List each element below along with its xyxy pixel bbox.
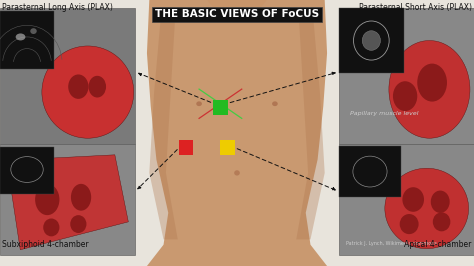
- Text: Parasternal Short Axis (PLAX): Parasternal Short Axis (PLAX): [359, 3, 472, 12]
- Ellipse shape: [42, 46, 134, 138]
- Bar: [339, 8, 474, 144]
- Ellipse shape: [402, 187, 424, 212]
- Bar: [220, 140, 235, 155]
- Bar: [0, 8, 135, 144]
- Ellipse shape: [272, 101, 278, 106]
- Text: Papillary muscle level: Papillary muscle level: [350, 111, 418, 116]
- Ellipse shape: [43, 218, 59, 236]
- Ellipse shape: [234, 170, 240, 176]
- Ellipse shape: [385, 168, 469, 249]
- Ellipse shape: [417, 64, 447, 102]
- Bar: [0, 144, 135, 255]
- Ellipse shape: [433, 212, 450, 231]
- Polygon shape: [296, 13, 325, 239]
- Ellipse shape: [431, 190, 450, 213]
- Ellipse shape: [400, 214, 419, 234]
- Bar: [0, 147, 54, 194]
- Ellipse shape: [16, 34, 26, 40]
- Polygon shape: [149, 13, 178, 239]
- Text: Subxiphoid 4-chamber: Subxiphoid 4-chamber: [2, 240, 89, 249]
- Ellipse shape: [389, 40, 470, 138]
- Bar: [179, 140, 193, 155]
- Text: THE BASIC VIEWS OF FoCUS: THE BASIC VIEWS OF FoCUS: [155, 9, 319, 19]
- Ellipse shape: [89, 76, 106, 98]
- Bar: [213, 100, 228, 115]
- Bar: [339, 144, 474, 255]
- Bar: [339, 8, 404, 73]
- Ellipse shape: [70, 215, 86, 233]
- Ellipse shape: [35, 184, 59, 215]
- Ellipse shape: [196, 101, 202, 106]
- Ellipse shape: [68, 74, 89, 99]
- Text: Apical 4-chamber: Apical 4-chamber: [404, 240, 472, 249]
- Ellipse shape: [362, 31, 381, 50]
- Ellipse shape: [204, 0, 270, 16]
- Text: Patrick J. Lynch, Wikimedia commons: Patrick J. Lynch, Wikimedia commons: [346, 242, 437, 246]
- Text: Parasternal Long Axis (PLAX): Parasternal Long Axis (PLAX): [2, 3, 113, 12]
- Ellipse shape: [71, 184, 91, 211]
- Bar: [339, 146, 401, 197]
- Ellipse shape: [393, 81, 417, 111]
- Bar: [0, 11, 54, 69]
- Polygon shape: [147, 0, 327, 266]
- Polygon shape: [7, 155, 128, 250]
- Ellipse shape: [30, 28, 37, 34]
